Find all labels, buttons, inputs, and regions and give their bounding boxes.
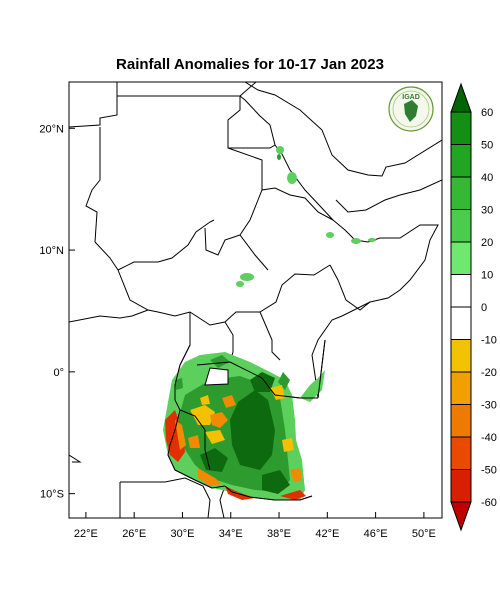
colorbar-segment (450, 176, 472, 210)
igad-logo: IGAD (388, 86, 434, 132)
colorbar-segment (450, 371, 472, 405)
map-title: Rainfall Anomalies for 10-17 Jan 2023 (116, 56, 384, 73)
colorbar-label: 30 (481, 205, 493, 217)
colorbar-label: -20 (481, 367, 497, 379)
colorbar-label: -50 (481, 465, 497, 477)
lat-tick-label: 10°S (40, 489, 64, 501)
colorbar-label: 10 (481, 270, 493, 282)
longitude-ticks: 22°E 26°E 30°E 34°E 38°E 42°E 46°E 50°E (74, 512, 436, 540)
colorbar-label: -60 (481, 497, 497, 509)
colorbar-segment (450, 339, 472, 373)
colorbar-segment (450, 469, 472, 503)
colorbar-segment (450, 274, 472, 308)
anomaly-shading (163, 146, 376, 500)
colorbar-label: 50 (481, 140, 493, 152)
colorbar-segment (450, 436, 472, 470)
lat-tick-label: 20°N (39, 123, 64, 135)
colorbar-label: 20 (481, 237, 493, 249)
lat-tick-label: 0° (53, 367, 64, 379)
border-overlay (167, 312, 326, 501)
colorbar-segment (450, 241, 472, 275)
lon-tick-label: 38°E (267, 528, 291, 540)
lon-tick-label: 30°E (170, 528, 194, 540)
colorbar-label: -30 (481, 400, 497, 412)
lon-tick-label: 42°E (315, 528, 339, 540)
colorbar: 60 50 40 30 20 10 0 -10 -20 -30 -40 -50 -60 (450, 82, 497, 532)
colorbar-label: 60 (481, 107, 493, 119)
colorbar-label: 0 (481, 302, 487, 314)
colorbar-segment (450, 144, 472, 178)
lon-tick-label: 34°E (219, 528, 243, 540)
lon-tick-label: 50°E (412, 528, 436, 540)
colorbar-label: -10 (481, 335, 497, 347)
lat-tick-label: 10°N (39, 245, 64, 257)
lon-tick-label: 46°E (364, 528, 388, 540)
colorbar-segment (450, 209, 472, 243)
map-frame (68, 81, 443, 519)
colorbar-bottom-triangle (450, 501, 472, 532)
lon-tick-label: 26°E (122, 528, 146, 540)
logo-text: IGAD (402, 94, 420, 101)
colorbar-segment (450, 306, 472, 340)
colorbar-label: -40 (481, 432, 497, 444)
colorbar-segment (450, 404, 472, 438)
colorbar-segment (450, 111, 472, 145)
colorbar-label: 40 (481, 172, 493, 184)
colorbar-top-triangle (450, 82, 472, 113)
latitude-ticks: 20°N 10°N 0° 10°S (39, 123, 75, 501)
lon-tick-label: 22°E (74, 528, 98, 540)
